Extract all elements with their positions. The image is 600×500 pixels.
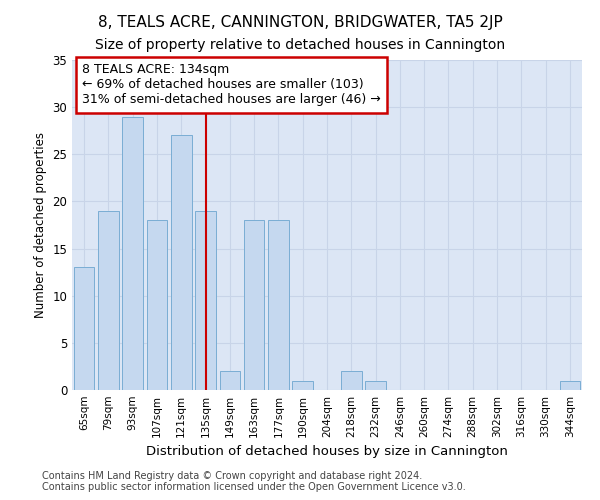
- Text: Size of property relative to detached houses in Cannington: Size of property relative to detached ho…: [95, 38, 505, 52]
- Bar: [122, 116, 143, 390]
- X-axis label: Distribution of detached houses by size in Cannington: Distribution of detached houses by size …: [146, 446, 508, 458]
- Y-axis label: Number of detached properties: Number of detached properties: [34, 132, 47, 318]
- Bar: [195, 211, 216, 390]
- Bar: [365, 380, 386, 390]
- Bar: [146, 220, 167, 390]
- Bar: [244, 220, 265, 390]
- Bar: [220, 371, 240, 390]
- Text: Contains HM Land Registry data © Crown copyright and database right 2024.
Contai: Contains HM Land Registry data © Crown c…: [42, 471, 466, 492]
- Bar: [560, 380, 580, 390]
- Text: 8 TEALS ACRE: 134sqm
← 69% of detached houses are smaller (103)
31% of semi-deta: 8 TEALS ACRE: 134sqm ← 69% of detached h…: [82, 64, 381, 106]
- Bar: [341, 371, 362, 390]
- Bar: [98, 211, 119, 390]
- Bar: [292, 380, 313, 390]
- Bar: [74, 268, 94, 390]
- Bar: [268, 220, 289, 390]
- Text: 8, TEALS ACRE, CANNINGTON, BRIDGWATER, TA5 2JP: 8, TEALS ACRE, CANNINGTON, BRIDGWATER, T…: [98, 15, 502, 30]
- Bar: [171, 136, 191, 390]
